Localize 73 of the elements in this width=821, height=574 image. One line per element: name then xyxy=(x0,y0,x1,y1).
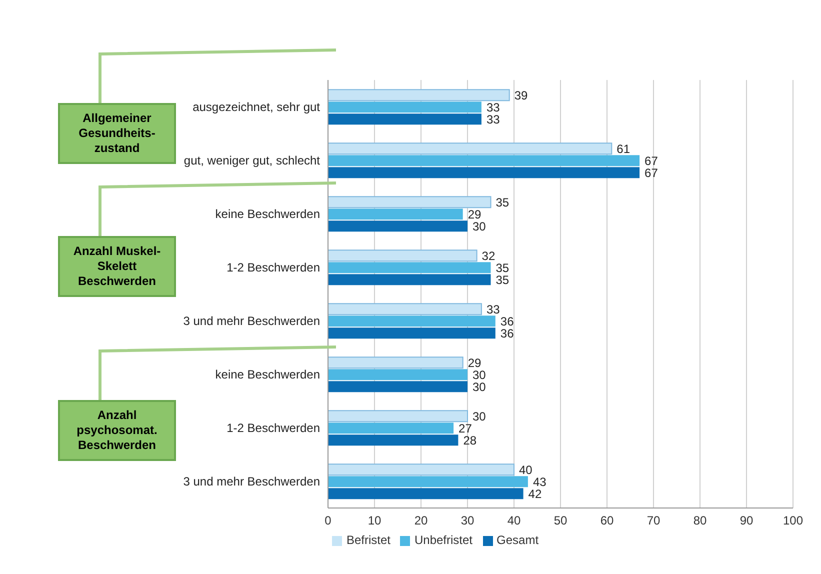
bar xyxy=(328,410,468,422)
data-label: 33 xyxy=(486,302,500,316)
data-label: 40 xyxy=(519,462,533,477)
x-tick-label: 30 xyxy=(460,514,474,528)
legend-label: Befristet xyxy=(346,533,390,547)
y-tick-label: keine Beschwerden xyxy=(215,207,320,222)
x-tick-label: 80 xyxy=(693,514,707,528)
bar xyxy=(328,220,468,232)
data-label: 36 xyxy=(500,314,514,328)
bar xyxy=(328,316,496,327)
bar xyxy=(328,102,482,113)
bar xyxy=(328,381,468,392)
data-label: 35 xyxy=(496,195,510,210)
data-label: 67 xyxy=(644,166,658,180)
bar xyxy=(328,434,458,446)
legend-label: Gesamt xyxy=(496,533,539,547)
bar xyxy=(328,208,463,220)
bar xyxy=(328,142,612,155)
text: Anzahl Muskel- Skelett Beschwerden xyxy=(58,236,176,297)
legend-label: Unbefristet xyxy=(414,533,473,547)
data-label: 30 xyxy=(472,368,486,382)
bar xyxy=(328,356,464,369)
y-tick-label: 3 und mehr Beschwerden xyxy=(183,474,320,489)
data-label: 33 xyxy=(486,100,500,114)
x-tick-label: 40 xyxy=(507,514,521,528)
y-tick-label: ausgezeichnet, sehr gut xyxy=(192,100,321,114)
bar xyxy=(328,464,514,476)
bar xyxy=(328,422,454,434)
bar xyxy=(328,274,491,286)
x-tick-label: 20 xyxy=(414,514,428,528)
data-label: 33 xyxy=(486,112,500,126)
bar xyxy=(328,488,524,500)
bar xyxy=(328,114,482,125)
bar xyxy=(328,369,468,380)
bar xyxy=(328,476,528,488)
y-tick-label: 1-2 Beschwerden xyxy=(226,421,320,436)
data-label: 30 xyxy=(472,409,486,424)
x-tick-label: 90 xyxy=(740,514,754,528)
x-tick-label: 50 xyxy=(554,514,568,528)
bar xyxy=(328,303,482,316)
y-tick-label: 1-2 Beschwerden xyxy=(226,260,320,275)
bar xyxy=(328,155,640,166)
x-tick-label: 10 xyxy=(368,514,382,528)
data-label: 35 xyxy=(496,260,510,275)
data-label: 67 xyxy=(644,154,658,168)
text: Allgemeiner Gesundheits- zustand xyxy=(58,103,176,164)
data-label: 32 xyxy=(482,248,496,263)
data-label: 29 xyxy=(468,207,482,222)
y-tick-label: keine Beschwerden xyxy=(215,368,320,382)
data-label: 42 xyxy=(528,486,542,501)
data-label: 39 xyxy=(514,88,528,102)
bar xyxy=(328,196,492,208)
data-label: 43 xyxy=(532,474,547,489)
data-label: 36 xyxy=(500,326,514,340)
x-tick-label: 60 xyxy=(600,514,614,528)
data-label: 29 xyxy=(468,356,482,370)
text: Anzahl psychosomat. Beschwerden xyxy=(58,400,176,461)
x-tick-label: 0 xyxy=(324,514,332,528)
bar xyxy=(328,250,478,262)
y-tick-label: gut, weniger gut, schlecht xyxy=(184,154,321,168)
bar xyxy=(328,262,491,274)
data-label: 30 xyxy=(472,380,486,394)
data-label: 61 xyxy=(616,142,630,156)
data-label: 35 xyxy=(496,272,510,287)
bar xyxy=(328,167,640,178)
data-label: 27 xyxy=(458,421,472,436)
x-tick-label: 70 xyxy=(646,514,660,528)
data-label: 28 xyxy=(463,433,477,448)
bar xyxy=(328,89,510,102)
y-tick-label: 3 und mehr Beschwerden xyxy=(183,314,320,328)
data-label: 30 xyxy=(472,219,486,234)
x-tick-label: 100 xyxy=(782,514,804,528)
bar xyxy=(328,328,496,339)
